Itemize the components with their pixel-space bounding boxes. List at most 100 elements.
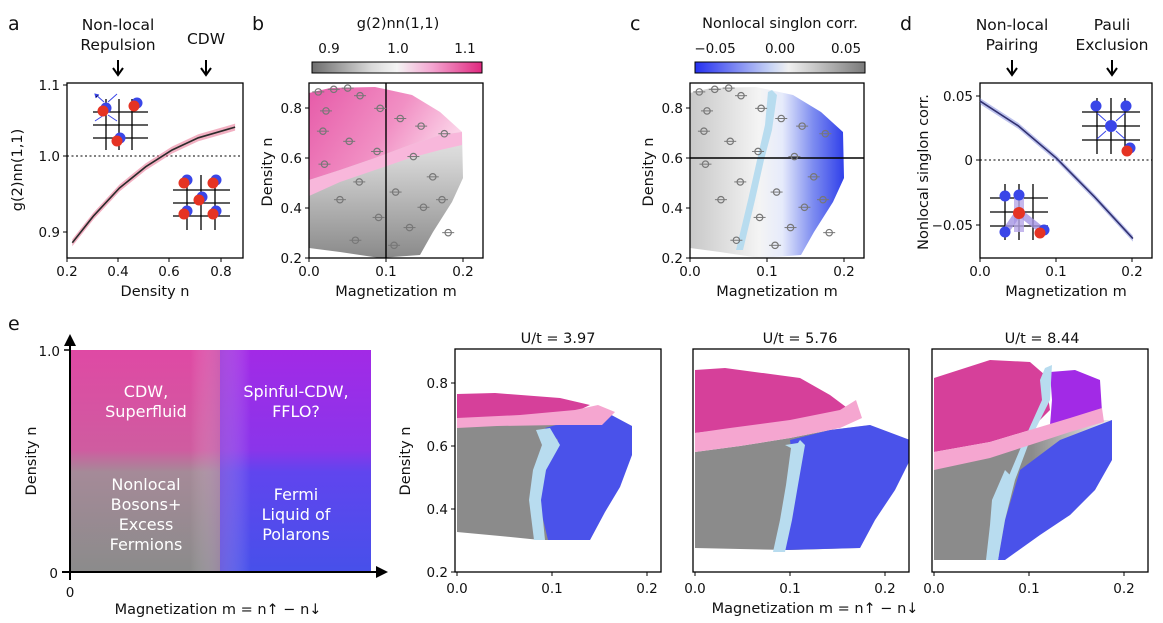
data-point [757,104,765,113]
tick-label: 0.2 [56,264,77,280]
data-point [809,173,818,181]
tick-label: 0.2 [662,251,683,267]
data-point [396,114,405,123]
colorbar-tick: 0.9 [318,41,339,57]
data-point [314,88,323,96]
region-top-left-line2: Superfluid [105,402,187,421]
y-axis-label-c: Density n [641,138,657,207]
data-point [351,236,360,245]
colorbar-b [311,61,483,74]
heatmap-b [309,83,463,258]
subplot-title: U/t = 3.97 [521,331,596,347]
lattice-pauli-icon [1082,98,1140,157]
arrow-icon [1106,60,1118,77]
plot-frame-c [689,82,865,259]
data-point [376,104,384,113]
region-top-left-line1: CDW, [124,382,168,401]
colorbar-tick: −0.05 [694,41,735,57]
data-point [373,147,381,156]
annotation-cdw: CDW [187,30,225,48]
data-point [444,228,453,237]
data-point [695,88,704,96]
data-point [356,91,364,100]
data-point [710,85,719,94]
panel-letter-d: d [900,13,912,35]
tick-label: 0.05 [943,89,973,105]
tick-label: 0 [49,566,58,582]
plot-frame-d [979,82,1153,259]
data-point [329,85,338,94]
panel-e: e CDW, Superfluid Spinful-CDW, FFLO? Non… [8,313,1149,618]
tick-label: 0.0 [446,581,467,597]
colorbar-tick: 1.1 [454,41,475,57]
data-point [819,195,827,204]
arrow-icon [200,60,212,77]
data-point [724,84,733,92]
data-point [821,129,830,138]
data-point [390,241,398,250]
tick-label: 0.0 [679,264,700,280]
data-point [777,114,786,123]
data-point [798,122,806,130]
panel-d: d Non-local Pairing Pauli Exclusion [900,13,1153,300]
data-point [409,152,418,161]
panel-a: a Non-local Repulsion CDW [8,13,244,300]
data-point [355,178,364,186]
subplot-title: U/t = 5.76 [763,331,838,347]
tick-label: 0.8 [662,101,683,117]
data-point [717,195,725,204]
tick-label: 1.0 [39,344,60,360]
data-point [440,129,449,138]
subplot-u-5-76: U/t = 5.76 0.0 0.1 0.2 Magnetization m =… [684,331,918,617]
tick-label: 0.0 [923,581,944,597]
annotation-nonlocal-line1: Non-local [82,16,155,34]
colorbar-tick: 0.05 [831,41,861,57]
tick-label: −0.05 [932,218,973,234]
data-point [732,236,741,245]
data-point [700,127,708,135]
tick-label: 0.0 [969,264,990,280]
data-point [790,152,799,161]
subplot-u-8-44: U/t = 8.44 0.0 0.1 0.2 [923,331,1149,597]
x-axis-label-b: Magnetization m [335,284,456,300]
data-point [320,160,329,168]
tick-label: 0.2 [281,251,302,267]
tick-label: 0.4 [427,502,448,518]
x-axis-label-e-schematic: Magnetization m = n↑ − n↓ [115,602,322,618]
tick-label: 0.8 [210,264,231,280]
panel-letter-b: b [252,13,264,35]
colorbar-tick: 0.00 [765,41,795,57]
lattice-repulsion-icon [93,93,148,150]
panel-c: c Nonlocal singlon corr. −0.05 0.00 0.05… [630,13,866,300]
data-point [703,107,711,115]
region-top-right-line2: FFLO? [272,402,320,421]
region-bottom-right-line1: Fermi [274,485,319,504]
y-axis-label-a: g(2)nn(1,1) [10,129,26,212]
panel-letter-c: c [630,13,640,35]
panel-letter-e: e [8,313,20,335]
tick-label: 0.4 [662,201,683,217]
arrow-head-icon [64,334,76,346]
tick-label: 0.0 [298,264,319,280]
data-point [417,122,425,130]
tick-label: 0 [66,585,75,601]
plot-frame-b [308,82,484,259]
tick-label: 1.0 [39,149,60,165]
data-points-b [312,84,455,250]
annotation-nonlocal-line2: Repulsion [80,36,155,54]
data-point [736,178,745,186]
subplot-title: U/t = 8.44 [1005,331,1080,347]
data-point [771,241,779,250]
x-axis-label-a: Density n [121,284,190,300]
tick-label: 0.6 [158,264,179,280]
panel-letter-a: a [8,13,20,35]
region-bottom-left-line1: Nonlocal [111,475,180,494]
subplot-u-3-97: U/t = 3.97 0.0 0.1 0.2 0.2 0.4 0.6 0.8 D… [398,331,662,597]
colorbar-tick: 1.0 [387,41,408,57]
tick-label: 0.8 [427,376,448,392]
data-point [772,188,781,196]
region-bottom-left-line4: Fermions [110,535,183,554]
tick-label: 0.1 [1018,581,1039,597]
tick-label: 0.1 [779,581,800,597]
